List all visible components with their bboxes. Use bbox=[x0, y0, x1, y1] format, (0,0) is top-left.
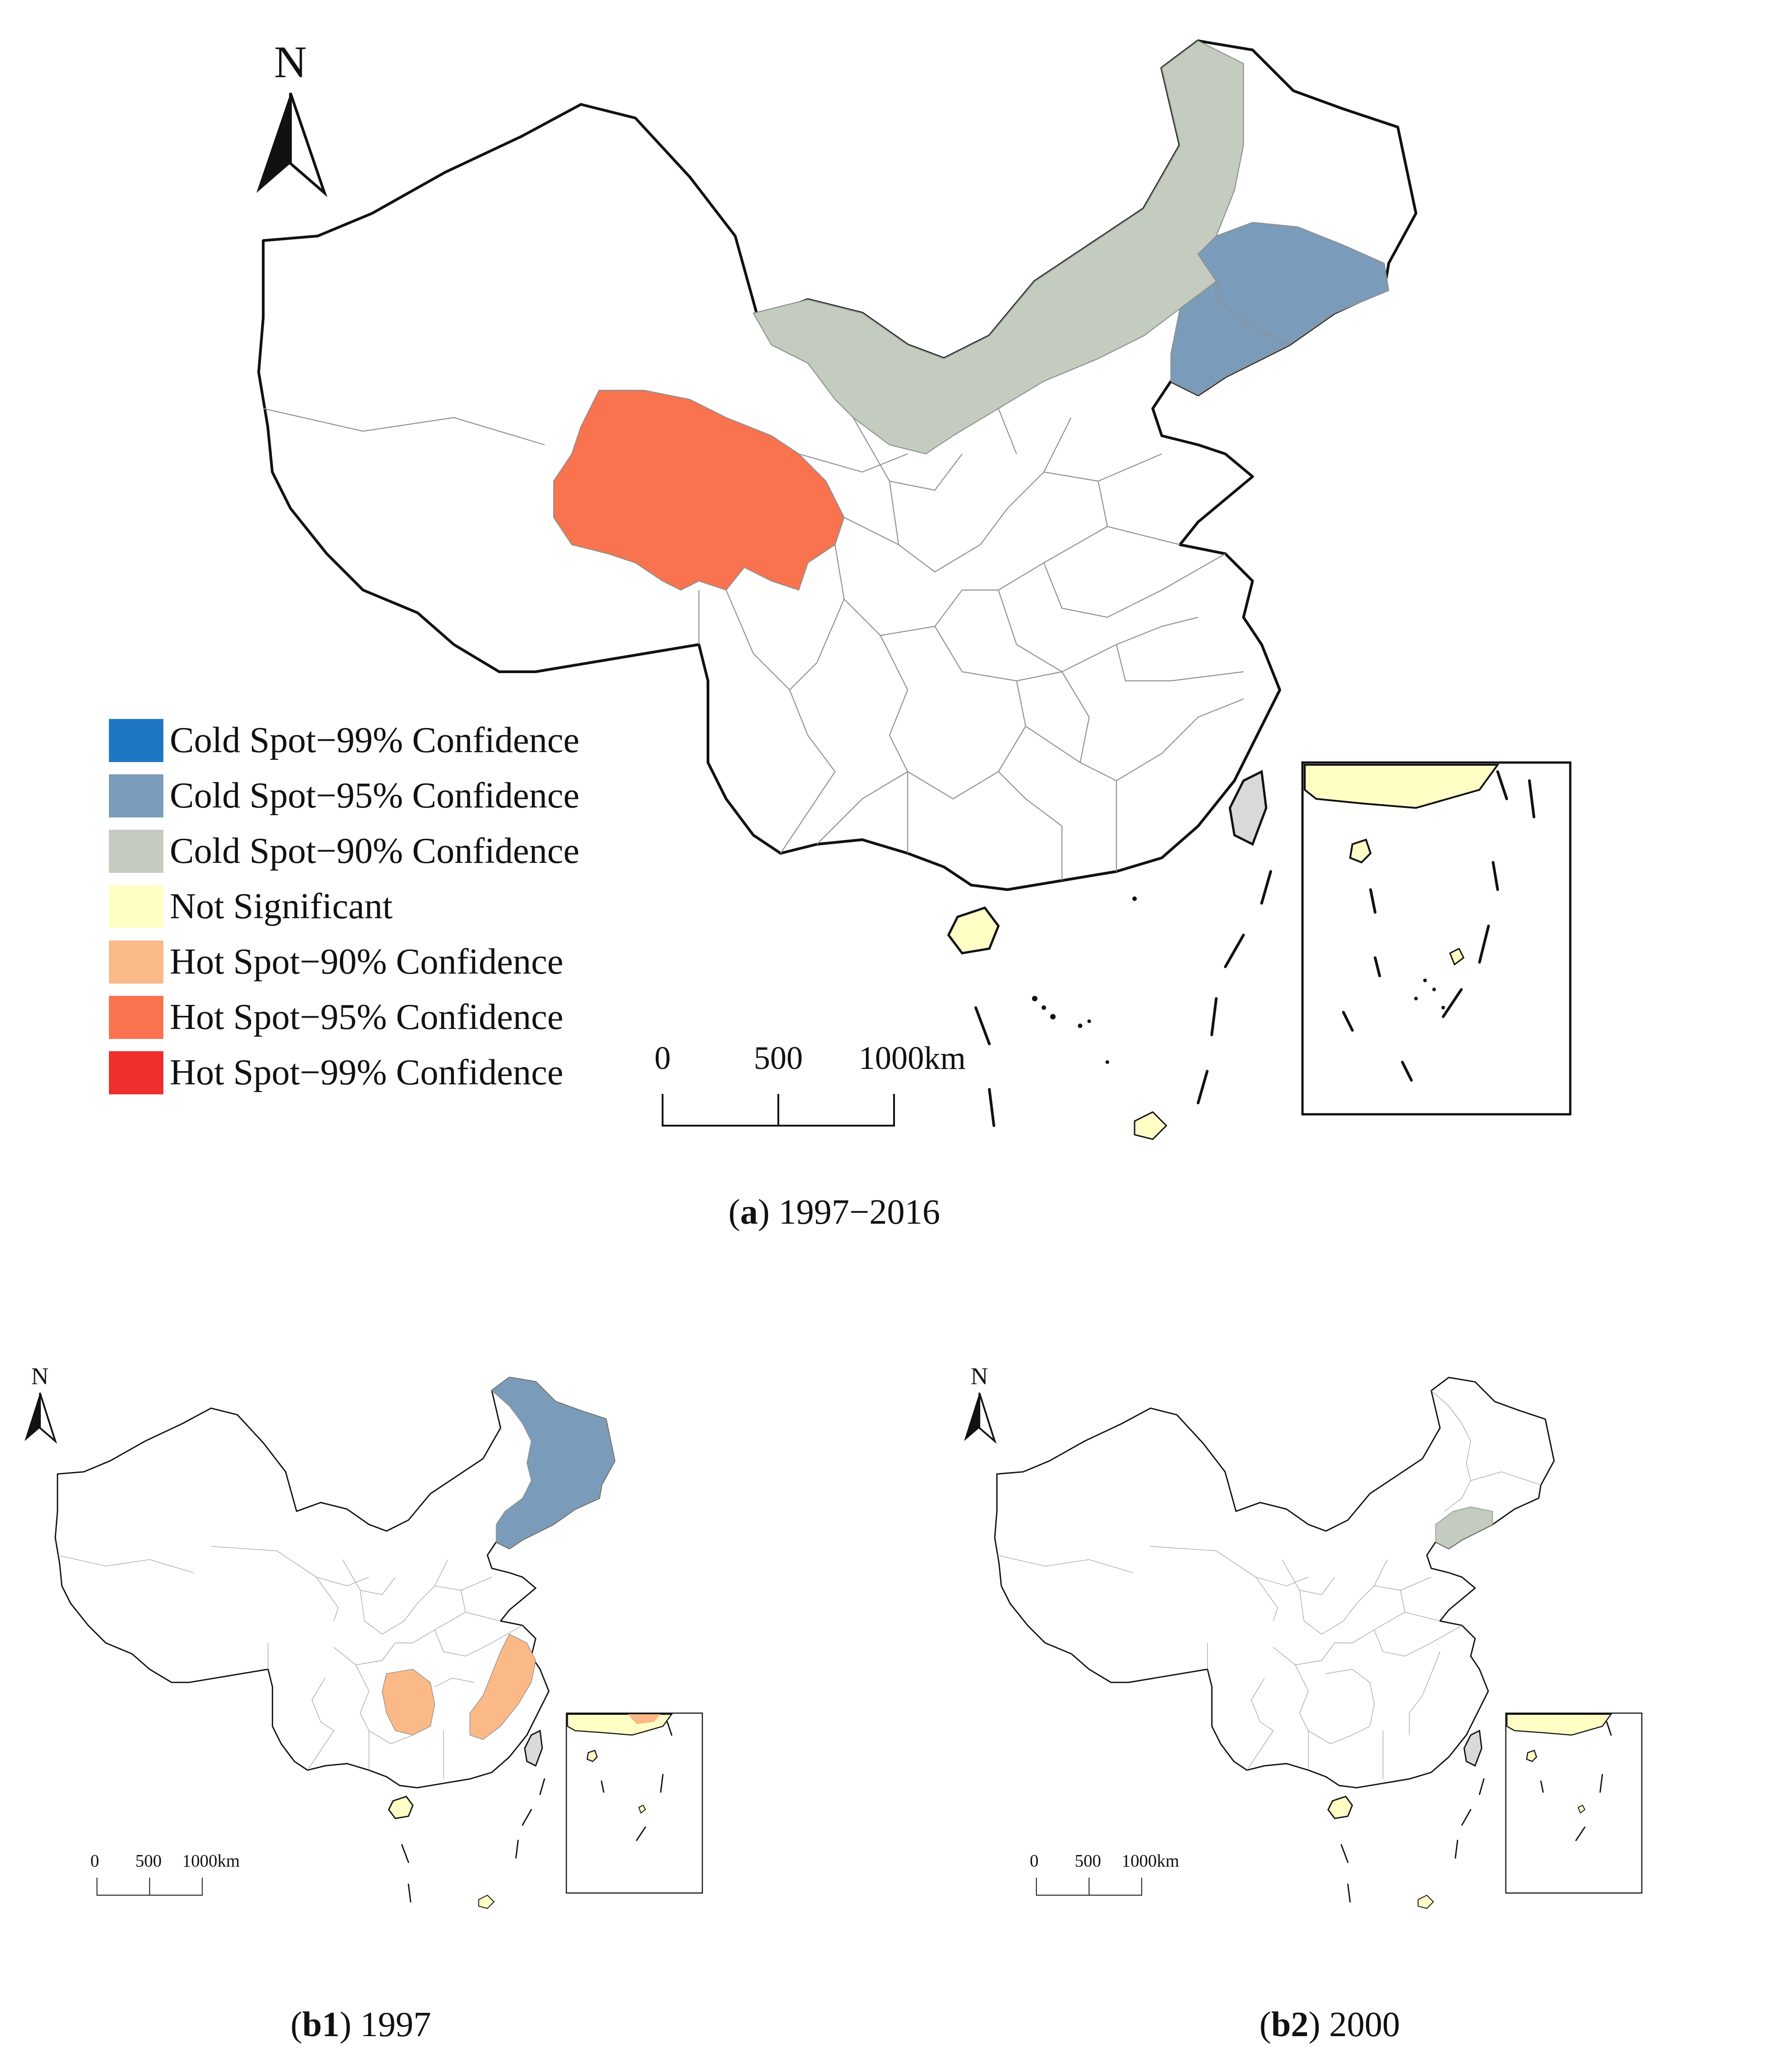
south-china-sea-inset bbox=[1301, 761, 1572, 1116]
legend-label: Not Significant bbox=[170, 886, 393, 926]
caption-b1-text: 1997 bbox=[351, 2004, 431, 2044]
north-arrow-icon: N bbox=[964, 1363, 997, 1444]
legend-item: Cold Spot−95% Confidence bbox=[109, 768, 681, 823]
scale-label-1000km: 1000km bbox=[1122, 1852, 1180, 1871]
north-label: N bbox=[31, 1363, 49, 1389]
taiwan-island bbox=[524, 1729, 543, 1767]
scale-label-1000km: 1000km bbox=[182, 1852, 240, 1871]
scale-label-500: 500 bbox=[754, 1040, 803, 1076]
nine-dash-line bbox=[1341, 1778, 1485, 1903]
legend-swatch bbox=[109, 1051, 163, 1094]
legend-label: Hot Spot−95% Confidence bbox=[170, 997, 564, 1037]
legend-label: Cold Spot−90% Confidence bbox=[170, 831, 580, 871]
south-china-sea-inset bbox=[1505, 1713, 1642, 1894]
province-lines bbox=[263, 408, 1244, 881]
region-northeast bbox=[491, 1377, 615, 1549]
legend-swatch bbox=[109, 995, 163, 1039]
caption-a-text: 1997−2016 bbox=[769, 1192, 940, 1231]
caption-b2: (b2) 2000 bbox=[1259, 2004, 1400, 2044]
hainan-island bbox=[947, 906, 1000, 955]
scale-bar-b2: 0 500 1000km bbox=[1030, 1852, 1180, 1896]
south-china-sea-inset bbox=[565, 1713, 703, 1894]
scale-label-0: 0 bbox=[90, 1852, 99, 1871]
nine-dash-line bbox=[401, 1778, 546, 1903]
legend: Cold Spot−99% Confidence Cold Spot−95% C… bbox=[109, 713, 681, 1100]
nine-dash-line bbox=[974, 870, 1272, 1127]
map-b1: N 0 500 1000km bbox=[25, 1363, 703, 1909]
legend-swatch bbox=[109, 829, 163, 873]
region-liaoning bbox=[1170, 280, 1290, 396]
legend-label: Cold Spot−95% Confidence bbox=[170, 775, 580, 816]
north-arrow-icon: N bbox=[25, 1363, 57, 1444]
legend-label: Cold Spot−99% Confidence bbox=[170, 720, 580, 760]
scale-bar-b1: 0 500 1000km bbox=[90, 1852, 240, 1896]
taiwan-island bbox=[1463, 1729, 1483, 1767]
legend-label: Hot Spot−99% Confidence bbox=[170, 1052, 564, 1093]
north-label: N bbox=[274, 37, 307, 87]
legend-swatch bbox=[109, 940, 163, 984]
scale-label-500: 500 bbox=[1075, 1852, 1101, 1871]
nansha-island bbox=[478, 1895, 495, 1909]
hainan-island bbox=[1327, 1796, 1353, 1819]
scale-label-0: 0 bbox=[654, 1040, 671, 1076]
caption-a-letter: a bbox=[740, 1192, 758, 1231]
caption-b2-letter: b2 bbox=[1271, 2004, 1309, 2044]
caption-b2-text: 2000 bbox=[1320, 2004, 1400, 2044]
nansha-island bbox=[1417, 1895, 1434, 1909]
taiwan-island bbox=[1229, 770, 1268, 846]
legend-item: Not Significant bbox=[109, 879, 681, 934]
nansha-island bbox=[1134, 1111, 1168, 1140]
caption-b1: (b1) 1997 bbox=[290, 2004, 431, 2044]
legend-item: Cold Spot−99% Confidence bbox=[109, 713, 681, 768]
scale-label-500: 500 bbox=[135, 1852, 162, 1871]
region-hunan bbox=[382, 1668, 435, 1736]
legend-item: Hot Spot−99% Confidence bbox=[109, 1045, 681, 1100]
region-fujian bbox=[469, 1634, 536, 1740]
north-label: N bbox=[971, 1363, 988, 1389]
legend-item: Hot Spot−90% Confidence bbox=[109, 934, 681, 989]
scale-label-1000km: 1000km bbox=[859, 1040, 966, 1076]
small-islands bbox=[1032, 896, 1137, 1064]
china-mainland bbox=[257, 39, 1417, 891]
region-qinghai bbox=[553, 389, 845, 591]
region-inner-mongolia bbox=[752, 40, 1244, 455]
north-arrow-icon: N bbox=[256, 37, 328, 197]
legend-label: Hot Spot−90% Confidence bbox=[170, 941, 564, 982]
legend-swatch bbox=[109, 719, 163, 762]
hainan-island bbox=[388, 1796, 414, 1819]
legend-swatch bbox=[109, 774, 163, 817]
caption-b1-letter: b1 bbox=[302, 2004, 340, 2044]
legend-item: Hot Spot−95% Confidence bbox=[109, 989, 681, 1045]
map-b2: N 0 500 1000km bbox=[964, 1363, 1642, 1909]
scale-bar-a: 0 500 1000km bbox=[654, 1040, 966, 1127]
map-a: N bbox=[256, 37, 1572, 1140]
scale-label-0: 0 bbox=[1030, 1852, 1038, 1871]
legend-swatch bbox=[109, 885, 163, 928]
legend-item: Cold Spot−90% Confidence bbox=[109, 823, 681, 879]
caption-a: (a) 1997−2016 bbox=[728, 1192, 940, 1231]
region-liaoning bbox=[1435, 1506, 1493, 1549]
